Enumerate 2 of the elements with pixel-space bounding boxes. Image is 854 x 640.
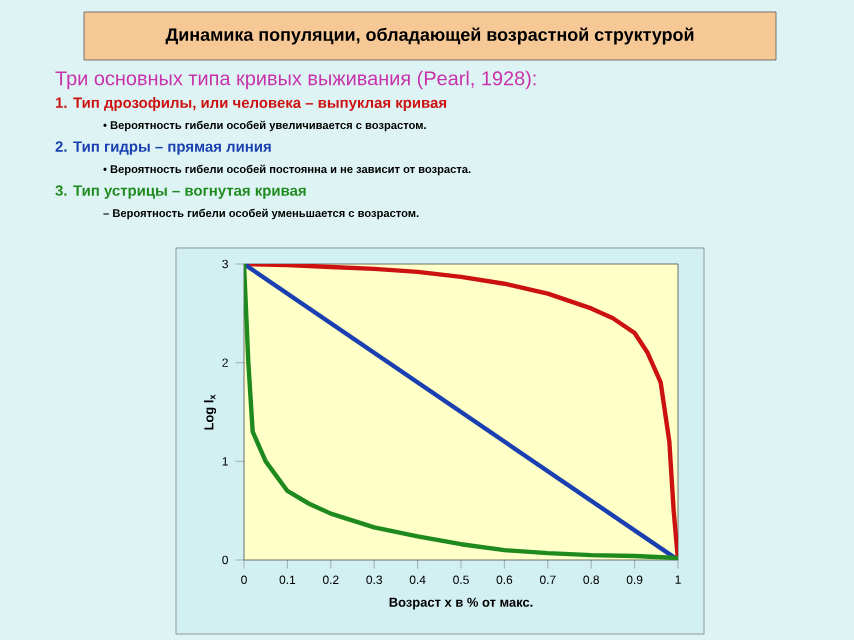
chart-subtitle: Три основных типа кривых выживания (Pearl, 1928):	[55, 70, 536, 90]
chart-title: Динамика популяции, обладающей возрастной структурой	[165, 27, 694, 45]
